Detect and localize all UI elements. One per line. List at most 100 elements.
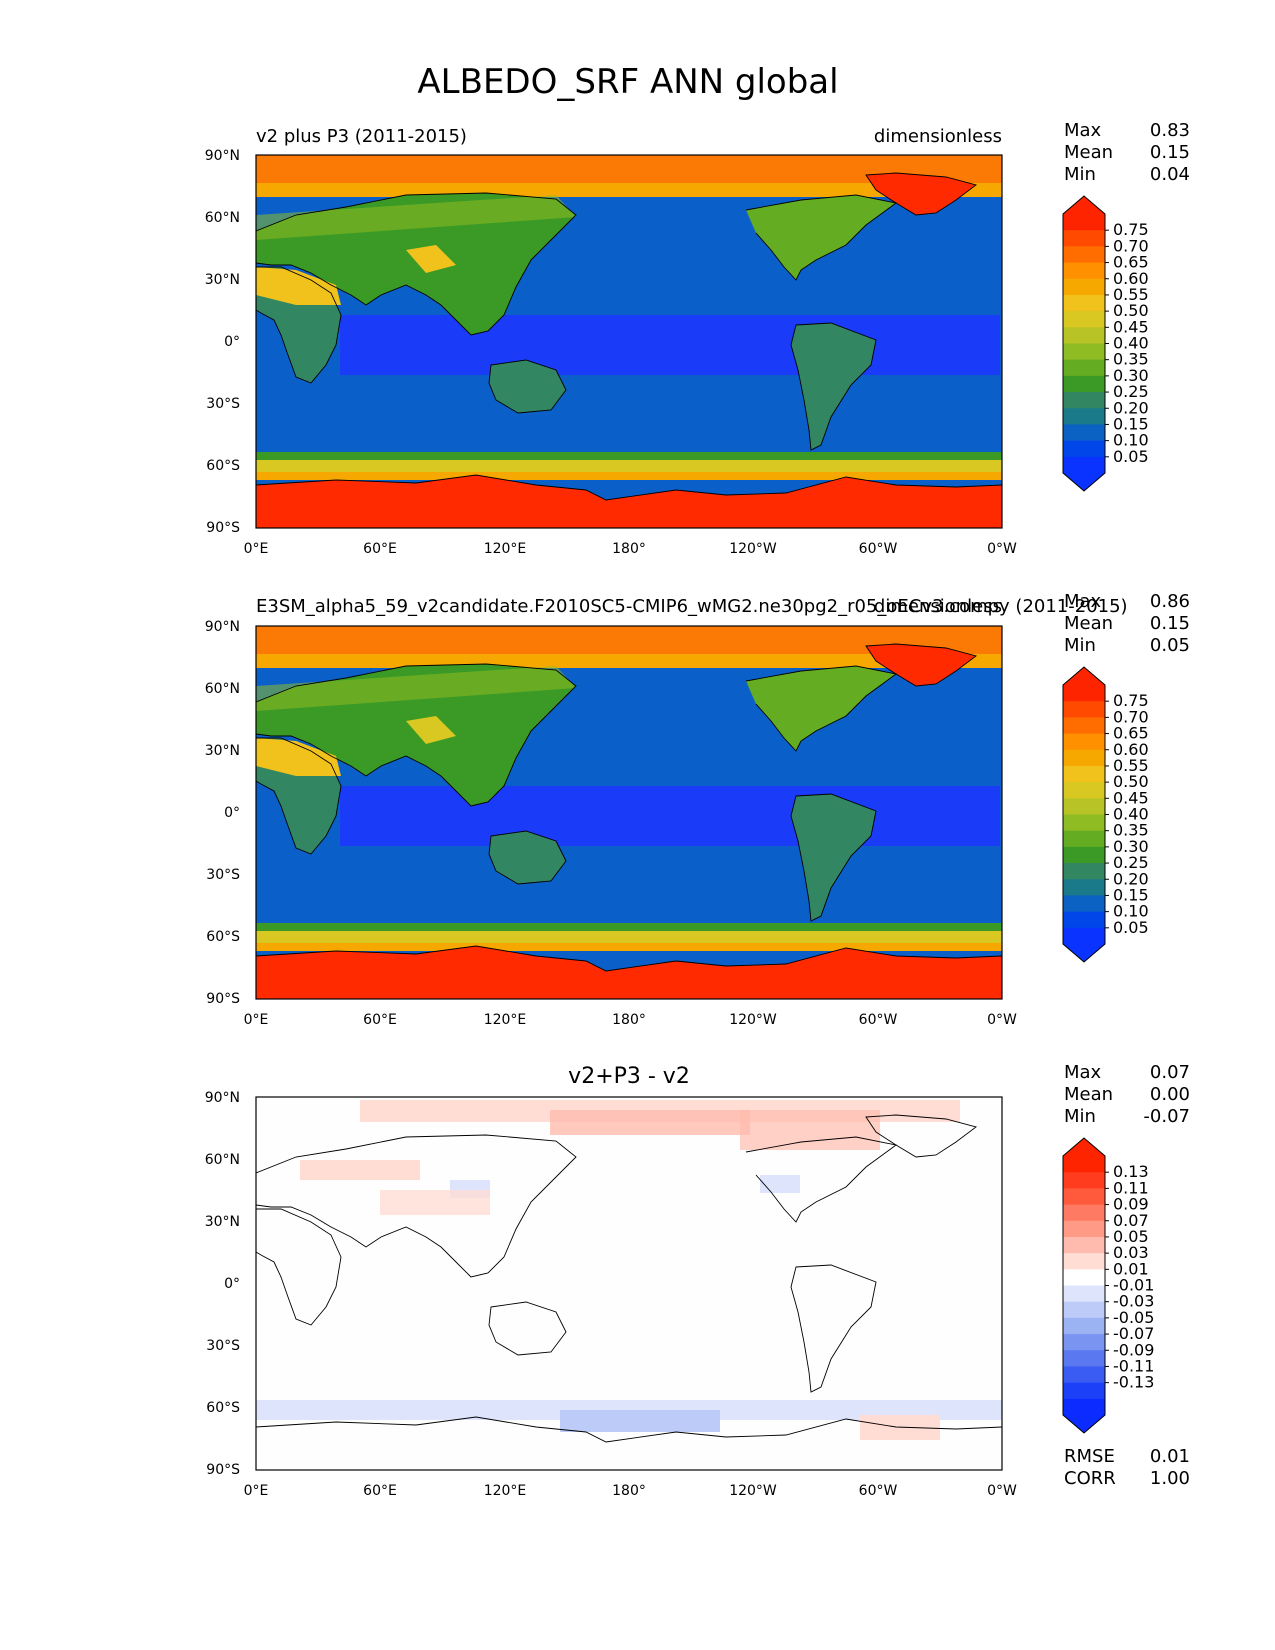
ytick: 90°S [206,520,240,536]
xtick: 60°E [363,1483,397,1499]
ytick: 30°S [206,396,240,412]
stat-label: Max [1064,1062,1102,1083]
colorbar-segment [1063,294,1105,312]
panel-ref-colorbar: 0.750.700.650.600.550.500.450.400.350.30… [1062,666,1149,963]
colorbar-segment [1063,749,1105,767]
colorbar-segment [1063,1382,1105,1400]
panel-diff: v2+P3 - v2 [205,1062,1190,1499]
ytick: 30°S [206,1338,240,1354]
colorbar-extend-bottom [1063,1415,1105,1433]
panel-test-title-left: v2 plus P3 (2011-2015) [256,126,467,147]
colorbar-segment [1063,1204,1105,1222]
stat-label: Min [1064,164,1096,185]
colorbar-tick-label: 0.45 [1113,788,1149,807]
stat-value: 0.05 [1150,635,1190,656]
colorbar-segment [1063,262,1105,280]
panel-ref-title-left: E3SM_alpha5_59_v2candidate.F2010SC5-CMIP… [256,596,1128,617]
colorbar-tick-label: 0.20 [1113,398,1149,417]
stat-label: Max [1064,120,1102,141]
colorbar-extend-top [1063,1138,1105,1156]
stat-value: 0.01 [1150,1446,1190,1467]
panel-ref-xticks: 0°E 60°E 120°E 180° 120°W 60°W 0°W [244,1012,1017,1028]
colorbar-segment [1063,895,1105,913]
xtick: 60°W [859,1483,898,1499]
ytick: 30°S [206,867,240,883]
colorbar-tick-label: 0.10 [1113,902,1149,921]
colorbar-tick-label: -0.01 [1113,1276,1154,1295]
colorbar-segment [1063,343,1105,361]
colorbar-segment [1063,717,1105,735]
colorbar-outline [1062,1137,1106,1434]
panel-ref-yticks: 90°N 60°N 30°N 0° 30°S 60°S 90°S [205,619,240,1007]
panel-test-colorbar: 0.750.700.650.600.550.500.450.400.350.30… [1062,195,1149,492]
ytick: 90°N [205,148,240,164]
colorbar-outline [1062,666,1106,963]
panel-ref-stats: Max 0.86 Mean 0.15 Min 0.05 [1064,591,1190,656]
colorbar-tick-label: 0.55 [1113,285,1149,304]
colorbar-tick-label: 0.15 [1113,414,1149,433]
colorbar-segment [1063,1301,1105,1319]
colorbar-tick-label: 0.30 [1113,366,1149,385]
colorbar-segment [1063,830,1105,848]
colorbar-tick-label: 0.40 [1113,334,1149,353]
panel-ref-title-right: dimensionless [874,596,1002,617]
colorbar-tick-label: 0.09 [1113,1195,1149,1214]
colorbar-tick-label: -0.13 [1113,1373,1154,1392]
colorbar-segment [1063,814,1105,832]
colorbar-segment [1063,1156,1105,1173]
ytick: 90°N [205,1090,240,1106]
colorbar-segment [1063,1285,1105,1303]
stat-label: Mean [1064,1084,1113,1105]
colorbar-segment [1063,879,1105,896]
colorbar-segment [1063,1172,1105,1189]
panel-diff-title: v2+P3 - v2 [568,1064,690,1089]
colorbar-tick-label: 0.07 [1113,1211,1149,1230]
xtick: 120°E [484,1012,527,1028]
colorbar-segment [1063,424,1105,442]
colorbar-tick-label: 0.03 [1113,1243,1149,1262]
colorbar-tick-label: 0.35 [1113,350,1149,369]
ytick: 0° [224,334,240,350]
xtick: 120°W [729,1012,777,1028]
colorbar-tick-label: 0.13 [1113,1162,1149,1181]
colorbar-tick-label: 0.70 [1113,707,1149,726]
stat-value: 0.86 [1150,591,1190,612]
panel-test-stats: Max 0.83 Mean 0.15 Min 0.04 [1064,120,1190,185]
ytick: 90°S [206,1462,240,1478]
colorbar-segment [1063,1317,1105,1335]
colorbar-segment [1063,1220,1105,1238]
colorbar-segment [1063,456,1105,474]
colorbar-segment [1063,230,1105,247]
colorbar-segment [1063,375,1105,393]
stat-value: -0.07 [1143,1106,1190,1127]
colorbar-tick-label: 0.20 [1113,869,1149,888]
colorbar-segment [1063,765,1105,783]
xtick: 0°E [244,1483,269,1499]
panel-diff-xticks: 0°E 60°E 120°E 180° 120°W 60°W 0°W [244,1483,1017,1499]
figure-title: ALBEDO_SRF ANN global [417,62,838,102]
colorbar-tick-label: 0.10 [1113,431,1149,450]
stat-label: Max [1064,591,1102,612]
colorbar-segment [1063,1188,1105,1206]
stat-label: Mean [1064,613,1113,634]
stat-value: 0.00 [1150,1084,1190,1105]
stat-label: Min [1064,1106,1096,1127]
colorbar-extend-bottom [1063,944,1105,962]
colorbar-tick-label: 0.60 [1113,269,1149,288]
colorbar-segment [1063,278,1105,296]
stat-label: Mean [1064,142,1113,163]
xtick: 60°E [363,541,397,557]
panel-test-title-right: dimensionless [874,126,1002,147]
panel-diff-colorbar: 0.130.110.090.070.050.030.01-0.01-0.03-0… [1062,1137,1154,1434]
colorbar-segment [1063,1350,1105,1367]
colorbar-segment [1063,911,1105,929]
colorbar-segment [1063,701,1105,718]
xtick: 60°W [859,541,898,557]
panel-test-xticks: 0°E 60°E 120°E 180° 120°W 60°W 0°W [244,541,1017,557]
colorbar-segment [1063,359,1105,377]
stat-value: 0.15 [1150,613,1190,634]
ytick: 90°N [205,619,240,635]
ytick: 0° [224,1276,240,1292]
panel-test-yticks: 90°N 60°N 30°N 0° 30°S 60°S 90°S [205,148,240,536]
